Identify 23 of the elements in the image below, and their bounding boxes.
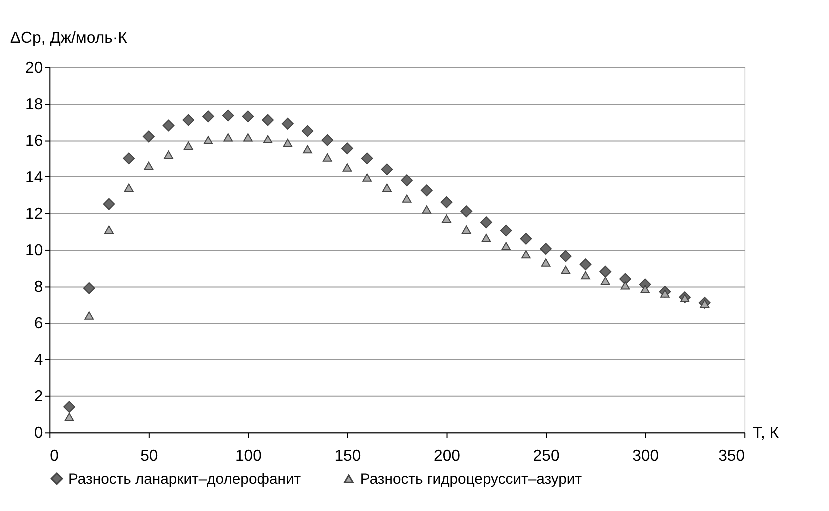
y-tick-label: 12 [26, 206, 44, 223]
y-tick-label: 4 [34, 352, 44, 370]
y-tick-label: 2 [34, 388, 44, 406]
x-tick-label: 0 [50, 448, 60, 465]
legend-label: Разность ланаркит–долерофанит [68, 472, 302, 488]
y-tick-label: 20 [26, 60, 44, 77]
x-tick-label: 350 [718, 448, 746, 465]
x-tick-label: 100 [235, 448, 262, 465]
x-tick-label: 150 [334, 448, 362, 465]
y-tick-label: 18 [26, 96, 44, 114]
y-tick-label: 0 [34, 425, 44, 442]
x-tick-label: 300 [632, 448, 660, 465]
y-tick-label: 6 [34, 316, 44, 333]
y-axis-title: ΔCp, Дж/моль·К [10, 30, 128, 47]
x-axis-title: T, К [753, 425, 780, 442]
y-tick-label: 14 [26, 169, 44, 186]
y-tick-label: 10 [26, 242, 44, 260]
x-tick-label: 250 [533, 448, 560, 465]
y-tick-label: 16 [26, 132, 44, 150]
x-tick-label: 50 [140, 448, 158, 465]
y-tick-label: 8 [34, 278, 44, 296]
legend-label: Разность гидроцеруссит–азурит [360, 472, 582, 488]
x-tick-label: 200 [434, 448, 461, 465]
